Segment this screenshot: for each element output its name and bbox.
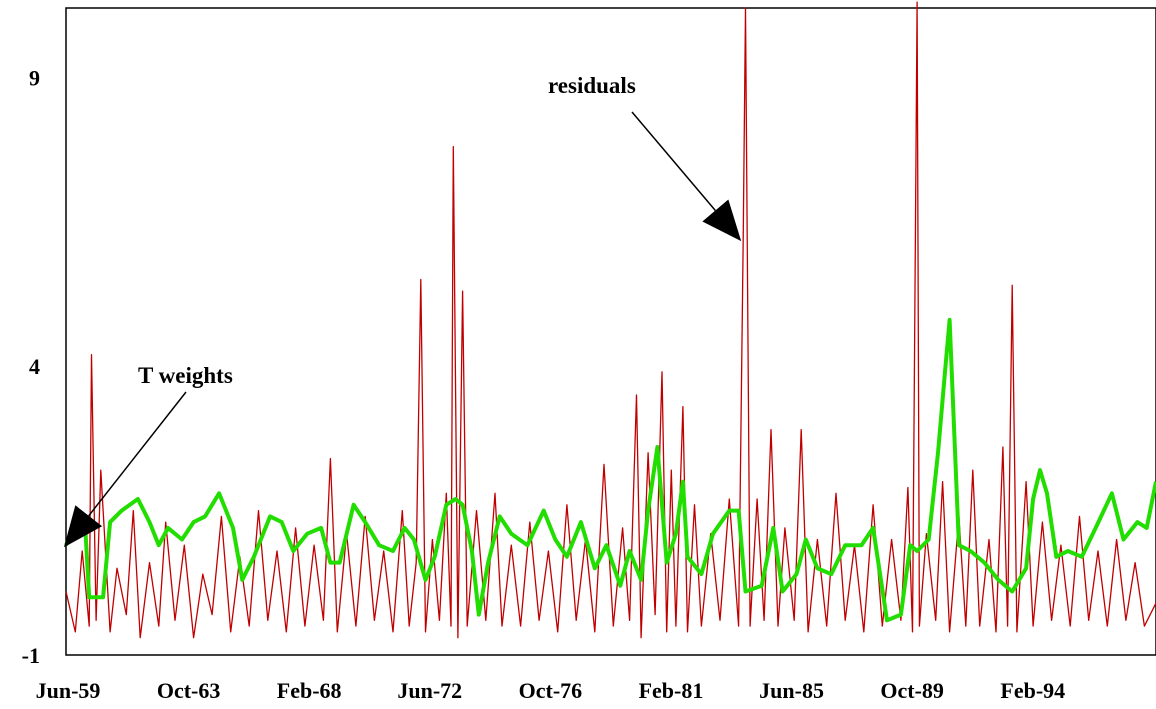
annotation-arrowhead — [64, 505, 103, 548]
x-tick-label: Oct-63 — [157, 678, 221, 703]
annotation-layer: residuals T weights — [64, 73, 742, 548]
x-tick-label: Feb-68 — [277, 678, 342, 703]
y-tick-label: -1 — [22, 643, 40, 668]
annotation-arrow-line — [88, 391, 187, 517]
annotation-arrowhead — [702, 199, 742, 242]
y-tick-label: 9 — [29, 65, 40, 90]
x-tick-label: Oct-76 — [519, 678, 583, 703]
annotation-label: residuals — [548, 73, 636, 98]
x-tick-label: Feb-81 — [639, 678, 704, 703]
x-tick-label: Jun-59 — [36, 678, 101, 703]
plot-area — [65, 7, 1156, 656]
series-layer — [64, 1, 1156, 639]
annotation-label: T weights — [138, 363, 233, 388]
annotation-arrow-line — [631, 111, 716, 212]
y-axis: 9 4 -1 — [22, 65, 40, 668]
x-tick-label: Oct-89 — [880, 678, 944, 703]
y-tick-label: 4 — [29, 354, 40, 379]
series-line-residuals — [65, 1, 1156, 639]
x-tick-label: Feb-94 — [1000, 678, 1065, 703]
series-line-t-weights — [64, 317, 1156, 623]
x-tick-label: Jun-72 — [397, 678, 462, 703]
x-tick-label: Jun-85 — [759, 678, 824, 703]
x-axis: Jun-59 Oct-63 Feb-68 Jun-72 Oct-76 Feb-81 Jun-… — [36, 678, 1066, 703]
